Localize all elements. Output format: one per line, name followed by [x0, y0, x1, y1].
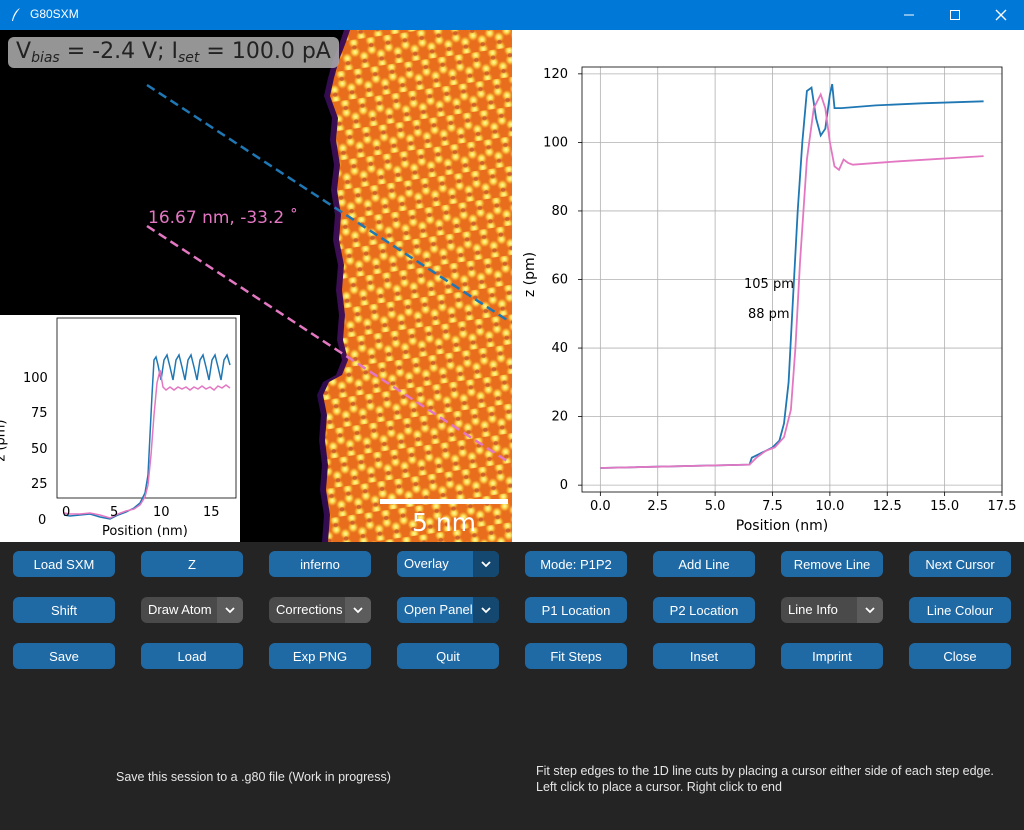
save-button[interactable]: Save — [13, 643, 115, 669]
draw-atom-dropdown[interactable]: Draw Atom — [141, 597, 243, 623]
dropdown-arrow-button[interactable] — [473, 551, 499, 577]
y-axis-label: z (pm) — [522, 252, 538, 297]
chevron-down-icon — [353, 607, 363, 614]
add-line-button[interactable]: Add Line — [653, 551, 755, 577]
line-colour-button[interactable]: Line Colour — [909, 597, 1011, 623]
line-info-dropdown[interactable]: Line Info — [781, 597, 883, 623]
next-cursor-button[interactable]: Next Cursor — [909, 551, 1011, 577]
x-tick-label: 10.0 — [815, 499, 844, 514]
dropdown-selected-value: Draw Atom — [148, 602, 212, 617]
load-button[interactable]: Load — [141, 643, 243, 669]
open-panel-dropdown[interactable]: Open Panel — [397, 597, 499, 623]
shift-button[interactable]: Shift — [13, 597, 115, 623]
inset-plot-frame — [56, 317, 237, 499]
dropdown-selected-value: Corrections — [276, 602, 343, 617]
window-title: G80SXM — [30, 7, 79, 21]
inferno-button[interactable]: inferno — [269, 551, 371, 577]
close-icon — [995, 9, 1007, 21]
inset-xtick: 0 — [62, 505, 71, 520]
y-tick-label: 120 — [543, 67, 568, 82]
inset-ytick: 75 — [31, 406, 48, 421]
line-length-angle-label: 16.67 nm, -33.2 ˚ — [148, 208, 299, 228]
inset-ytick: 50 — [31, 442, 48, 457]
inset-plot-svg — [56, 317, 237, 520]
dropdown-arrow-button[interactable] — [345, 597, 371, 623]
maximize-button[interactable] — [932, 0, 978, 30]
z-button[interactable]: Z — [141, 551, 243, 577]
y-tick-label: 0 — [560, 478, 568, 493]
fit-steps-button[interactable]: Fit Steps — [525, 643, 627, 669]
x-tick-label: 15.0 — [930, 499, 959, 514]
load-sxm-button[interactable]: Load SXM — [13, 551, 115, 577]
exp-png-button[interactable]: Exp PNG — [269, 643, 371, 669]
bias-setpoint-label: Vbias = -2.4 V; Iset = 100.0 pA — [8, 37, 339, 68]
remove-line-button[interactable]: Remove Line — [781, 551, 883, 577]
status-text-right: Fit step edges to the 1D line cuts by pl… — [536, 763, 994, 795]
y-tick-label: 40 — [551, 341, 568, 356]
y-tick-label: 20 — [551, 410, 568, 425]
line-profile-plot[interactable]: 0.0 2.5 5.0 7.5 10.0 12.5 15.0 17.5 0 20 40 60 80 100… — [512, 30, 1024, 542]
y-tick-label: 60 — [551, 273, 568, 288]
y-tick-label: 100 — [543, 135, 568, 150]
x-tick-label: 5.0 — [705, 499, 726, 514]
inset-button[interactable]: Inset — [653, 643, 755, 669]
line-profile-chart-svg: 0.0 2.5 5.0 7.5 10.0 12.5 15.0 17.5 0 20 40 60 80 100… — [522, 66, 1017, 534]
chevron-down-icon — [865, 607, 875, 614]
dropdown-selected-value: Overlay — [404, 556, 449, 571]
dropdown-selected-value: Open Panel — [404, 602, 473, 617]
inset-xtick: 15 — [203, 505, 220, 520]
inset-ylabel: z (pm) — [0, 419, 9, 461]
app-feather-icon — [12, 8, 20, 21]
plot-frame — [581, 66, 1003, 493]
x-axis-label: Position (nm) — [736, 518, 828, 534]
x-tick-label: 0.0 — [590, 499, 611, 514]
inset-line-profile-plot: Position (nm) z (pm) 0 5 10 15 0 25 50 7… — [0, 315, 240, 542]
minimize-icon — [904, 14, 914, 16]
step-height-annotation: 88 pm — [748, 307, 790, 322]
x-tick-label: 7.5 — [762, 499, 783, 514]
minimize-button[interactable] — [886, 0, 932, 30]
close-button[interactable]: Close — [909, 643, 1011, 669]
scale-bar — [380, 499, 508, 504]
inset-xtick: 5 — [110, 505, 119, 520]
line-cut-2[interactable] — [146, 224, 508, 463]
quit-button[interactable]: Quit — [397, 643, 499, 669]
x-tick-label: 2.5 — [647, 499, 668, 514]
x-tick-label: 17.5 — [988, 499, 1017, 514]
corrections-dropdown[interactable]: Corrections — [269, 597, 371, 623]
inset-ytick: 0 — [38, 513, 47, 528]
p2-location-button[interactable]: P2 Location — [653, 597, 755, 623]
status-right-line: Left click to place a cursor. Right clic… — [536, 780, 782, 794]
chevron-down-icon — [481, 561, 491, 568]
inset-ytick: 100 — [23, 371, 48, 386]
dropdown-selected-value: Line Info — [788, 602, 838, 617]
overlay-dropdown[interactable]: Overlay — [397, 551, 499, 577]
x-tick-label: 12.5 — [873, 499, 902, 514]
inset-series-pink — [63, 369, 231, 519]
stm-image-canvas[interactable]: Vbias = -2.4 V; Iset = 100.0 pA 16.67 nm… — [0, 30, 512, 542]
inset-xtick: 10 — [153, 505, 170, 520]
p1-location-button[interactable]: P1 Location — [525, 597, 627, 623]
status-text-left: Save this session to a .g80 file (Work i… — [116, 770, 391, 784]
close-window-button[interactable] — [978, 0, 1024, 30]
title-bar: G80SXM — [0, 0, 1024, 30]
dropdown-arrow-button[interactable] — [857, 597, 883, 623]
dropdown-arrow-button[interactable] — [217, 597, 243, 623]
chevron-down-icon — [481, 607, 491, 614]
imprint-button[interactable]: Imprint — [781, 643, 883, 669]
y-tick-label: 80 — [551, 204, 568, 219]
dropdown-arrow-button[interactable] — [473, 597, 499, 623]
inset-series-blue — [63, 353, 231, 520]
inset-ytick: 25 — [31, 477, 48, 492]
inset-xlabel: Position (nm) — [102, 524, 188, 539]
step-height-annotation: 105 pm — [744, 277, 794, 292]
series-line-2 — [600, 92, 984, 469]
maximize-icon — [950, 10, 960, 20]
scale-bar-label: 5 nm — [411, 508, 477, 537]
status-right-line: Fit step edges to the 1D line cuts by pl… — [536, 764, 994, 778]
mode-p1p2-button[interactable]: Mode: P1P2 — [525, 551, 627, 577]
line-cut-1[interactable] — [146, 83, 508, 322]
chevron-down-icon — [225, 607, 235, 614]
